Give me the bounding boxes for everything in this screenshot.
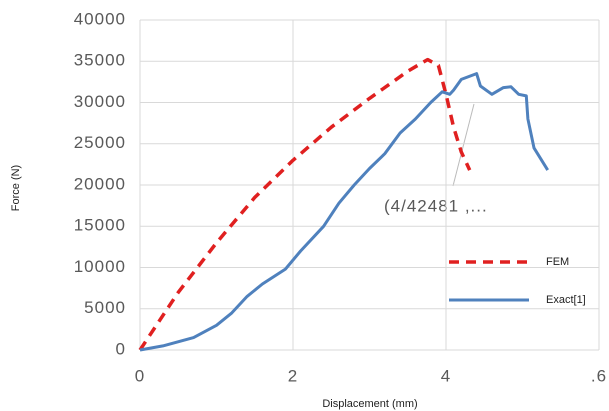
x-axis-label: Displacement (mm) — [322, 398, 417, 410]
y-axis-label: Force (N) — [10, 165, 22, 211]
y-tick-label: 25000 — [74, 133, 126, 152]
series-line — [139, 72, 549, 352]
annotation-leader — [452, 103, 475, 187]
y-tick-label: 40000 — [74, 9, 126, 28]
series-line — [138, 57, 472, 351]
y-tick-label: 0 — [116, 339, 126, 358]
x-tick-label: 4 — [441, 366, 451, 385]
y-tick-label: 10000 — [74, 257, 126, 276]
y-tick-label: 20000 — [74, 174, 126, 193]
y-tick-label: 30000 — [74, 92, 126, 111]
y-tick-label: 5000 — [84, 298, 126, 317]
y-tick-label: 15000 — [74, 216, 126, 235]
grid — [139, 19, 600, 351]
legend-label: FEM — [546, 256, 569, 268]
x-tick-label: 0 — [135, 366, 145, 385]
annotation: (4/42481 ,... — [384, 196, 488, 215]
x-tick-label: .6 — [591, 366, 607, 385]
legend-label: Exact[1] — [546, 294, 586, 306]
y-tick-label: 35000 — [74, 51, 126, 70]
x-tick-label: 2 — [288, 366, 298, 385]
